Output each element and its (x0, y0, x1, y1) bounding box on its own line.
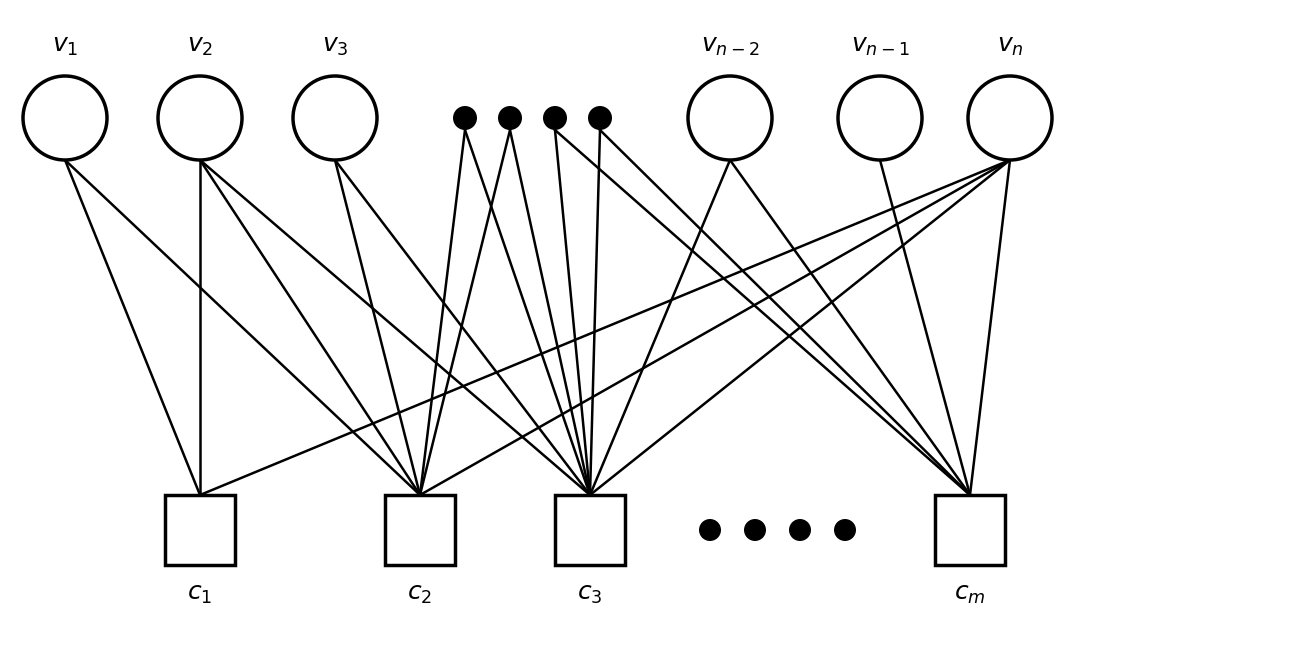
Circle shape (789, 519, 811, 541)
Text: $v_n$: $v_n$ (996, 35, 1024, 58)
Text: $v_1$: $v_1$ (52, 35, 78, 58)
Circle shape (293, 76, 377, 160)
Circle shape (588, 106, 612, 130)
FancyBboxPatch shape (935, 495, 1005, 565)
Circle shape (838, 76, 922, 160)
Circle shape (158, 76, 243, 160)
Circle shape (699, 519, 721, 541)
Circle shape (452, 106, 477, 130)
FancyBboxPatch shape (385, 495, 455, 565)
Text: $c_1$: $c_1$ (188, 583, 213, 606)
Circle shape (689, 76, 772, 160)
Circle shape (745, 519, 765, 541)
Text: $v_2$: $v_2$ (186, 35, 213, 58)
Text: $v_{n-2}$: $v_{n-2}$ (700, 35, 759, 58)
Circle shape (835, 519, 855, 541)
Text: $c_2$: $c_2$ (407, 583, 433, 606)
Circle shape (498, 106, 522, 130)
Text: $c_3$: $c_3$ (578, 583, 602, 606)
Text: $c_m$: $c_m$ (955, 583, 986, 606)
Text: $v_{n-1}$: $v_{n-1}$ (850, 35, 909, 58)
Circle shape (542, 106, 567, 130)
Circle shape (23, 76, 107, 160)
FancyBboxPatch shape (166, 495, 235, 565)
Circle shape (968, 76, 1052, 160)
Text: $v_3$: $v_3$ (322, 35, 348, 58)
FancyBboxPatch shape (556, 495, 625, 565)
